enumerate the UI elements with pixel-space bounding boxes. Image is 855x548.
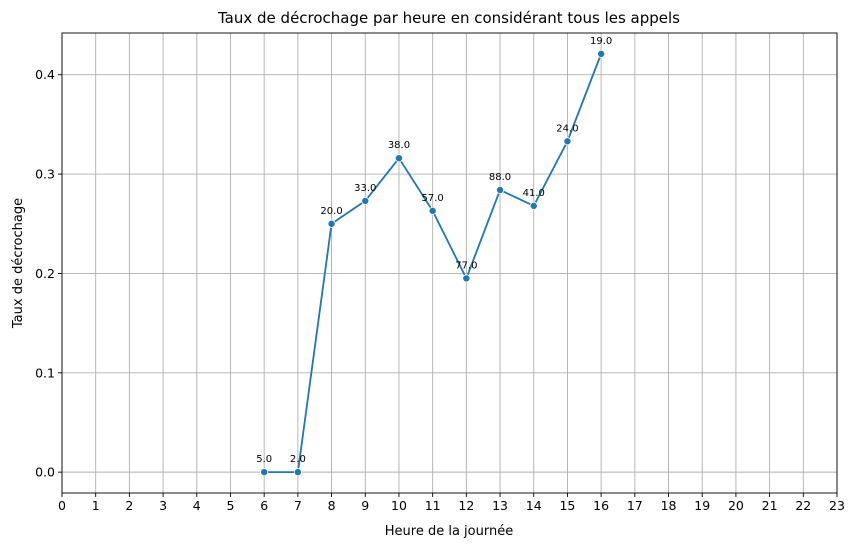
data-label: 41.0: [523, 188, 545, 199]
data-label: 33.0: [354, 183, 376, 194]
y-tick-label: 0.3: [35, 167, 55, 182]
x-tick-label: 1: [92, 498, 100, 513]
x-tick-label: 19: [694, 498, 710, 513]
x-tick-label: 17: [627, 498, 643, 513]
x-tick-label: 5: [227, 498, 235, 513]
data-label: 20.0: [320, 206, 342, 217]
x-tick-label: 9: [361, 498, 369, 513]
grid: [61, 33, 838, 493]
data-label: 24.0: [556, 123, 578, 134]
x-tick-label: 4: [193, 498, 201, 513]
chart-title: Taux de décrochage par heure en considér…: [217, 9, 680, 27]
data-labels: 5.0 2.0 20.0 33.0 38.0 57.0 77.0 88.0 41.0 24.0 19…: [256, 36, 612, 465]
data-point: [394, 154, 403, 163]
x-tick-label: 21: [762, 498, 778, 513]
plot-frame: [61, 32, 838, 494]
x-axis-ticks: 0 1 2 3 4 5 6 7 8 9 10 11 12 13 14 15 16 17 18 19 20 21 22 23: [58, 493, 845, 513]
data-label: 38.0: [388, 140, 410, 151]
data-point: [293, 468, 302, 477]
data-label: 77.0: [455, 260, 477, 271]
data-point: [563, 137, 572, 146]
y-tick-label: 0.4: [35, 67, 55, 82]
data-point: [529, 201, 538, 210]
x-tick-label: 10: [391, 498, 407, 513]
data-point: [260, 468, 269, 477]
x-tick-label: 13: [492, 498, 508, 513]
x-tick-label: 0: [58, 498, 66, 513]
y-tick-label: 0.1: [35, 365, 55, 380]
x-tick-label: 7: [294, 498, 302, 513]
x-tick-label: 16: [593, 498, 609, 513]
x-tick-label: 2: [125, 498, 133, 513]
data-points: [260, 49, 606, 477]
data-point: [361, 196, 370, 205]
x-tick-label: 11: [425, 498, 441, 513]
x-tick-label: 23: [829, 498, 845, 513]
y-axis-label: Taux de décrochage: [11, 198, 26, 329]
y-axis-ticks: 0.0 0.1 0.2 0.3 0.4: [35, 67, 62, 480]
data-point: [428, 206, 437, 215]
data-point: [462, 274, 471, 283]
data-point: [496, 185, 505, 194]
y-tick-label: 0.0: [35, 465, 55, 480]
y-tick-label: 0.2: [35, 266, 55, 281]
data-point: [327, 219, 336, 228]
x-tick-label: 22: [795, 498, 811, 513]
x-tick-label: 6: [260, 498, 268, 513]
x-tick-label: 12: [458, 498, 474, 513]
data-label: 19.0: [590, 36, 612, 47]
data-label: 2.0: [290, 454, 306, 465]
x-tick-label: 15: [559, 498, 575, 513]
data-label: 57.0: [422, 193, 444, 204]
x-tick-label: 20: [728, 498, 744, 513]
data-point: [597, 49, 606, 58]
x-tick-label: 8: [328, 498, 336, 513]
data-label: 88.0: [489, 172, 511, 183]
x-tick-label: 3: [159, 498, 167, 513]
x-tick-label: 14: [526, 498, 542, 513]
data-label: 5.0: [256, 454, 272, 465]
x-tick-label: 18: [661, 498, 677, 513]
x-axis-label: Heure de la journée: [385, 524, 513, 539]
